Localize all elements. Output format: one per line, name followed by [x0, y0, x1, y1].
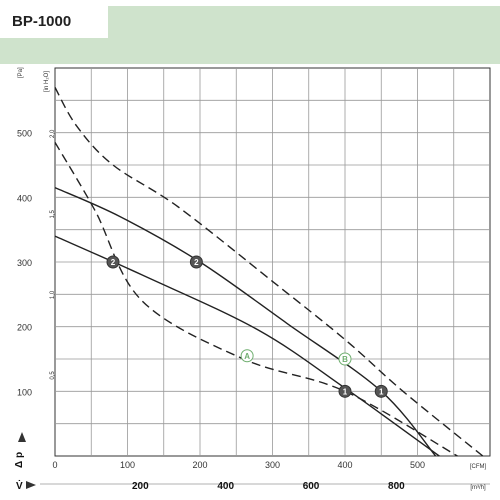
solid-curve-2: [54, 186, 437, 457]
dashed-curve-4: [54, 87, 484, 457]
y-tick-label: 200: [17, 323, 32, 333]
header-band: [108, 6, 500, 64]
y-axis-arrow: [18, 432, 26, 442]
operating-points: 2 2 1 1 A B: [106, 255, 388, 398]
point-label: 1: [379, 387, 384, 396]
x-tick-label: 400: [337, 460, 352, 470]
point-marker: [189, 255, 203, 269]
x2-tick-label: 800: [388, 481, 405, 492]
y-tick-label: 500: [17, 129, 32, 139]
y-unit-label: [Pa]: [18, 67, 24, 78]
point-marker: [338, 352, 352, 366]
y2-unit-label: [in H₂O]: [44, 71, 50, 92]
y2-tick-label: 1,0: [50, 290, 56, 299]
y2-tick-label: 0,5: [50, 371, 56, 380]
y-axis-symbol: Δ p: [14, 452, 25, 468]
x-unit-label: [CFM]: [470, 464, 487, 470]
y2-tick-label: 1,5: [50, 210, 56, 219]
point-marker: [240, 349, 254, 363]
x-tick-label: 100: [120, 460, 135, 470]
point-label: B: [342, 355, 348, 364]
point-marker: [338, 384, 352, 398]
x-tick-label: 200: [192, 460, 207, 470]
x-tick-label: 300: [265, 460, 280, 470]
x2-tick-label: 600: [303, 481, 320, 492]
page-title: BP-1000: [12, 13, 71, 30]
x-axis-arrow: [26, 481, 36, 489]
y-tick-label: 400: [17, 193, 32, 203]
point-label: 2: [111, 258, 116, 267]
dashed-curve-3: [54, 142, 458, 457]
x-tick-label: 500: [410, 460, 425, 470]
point-label: A: [244, 352, 250, 361]
y-tick-label: 100: [17, 387, 32, 397]
x-tick-label: 0: [52, 460, 57, 470]
point-marker: [106, 255, 120, 269]
axes: 0 100 200 300 400 500 [CFM] 200 400 600 800 [m³/h] 1…: [14, 67, 490, 492]
x-axis-symbol: V̇: [16, 480, 23, 492]
point-marker: [374, 384, 388, 398]
header-band-lower: [0, 38, 108, 64]
x2-unit-label: [m³/h]: [470, 485, 486, 491]
point-label: 1: [343, 387, 348, 396]
y-tick-label: 300: [17, 258, 32, 268]
point-label: 2: [194, 258, 199, 267]
x2-tick-label: 200: [132, 481, 149, 492]
y2-tick-label: 2,0: [50, 129, 56, 138]
x2-tick-label: 400: [217, 481, 234, 492]
